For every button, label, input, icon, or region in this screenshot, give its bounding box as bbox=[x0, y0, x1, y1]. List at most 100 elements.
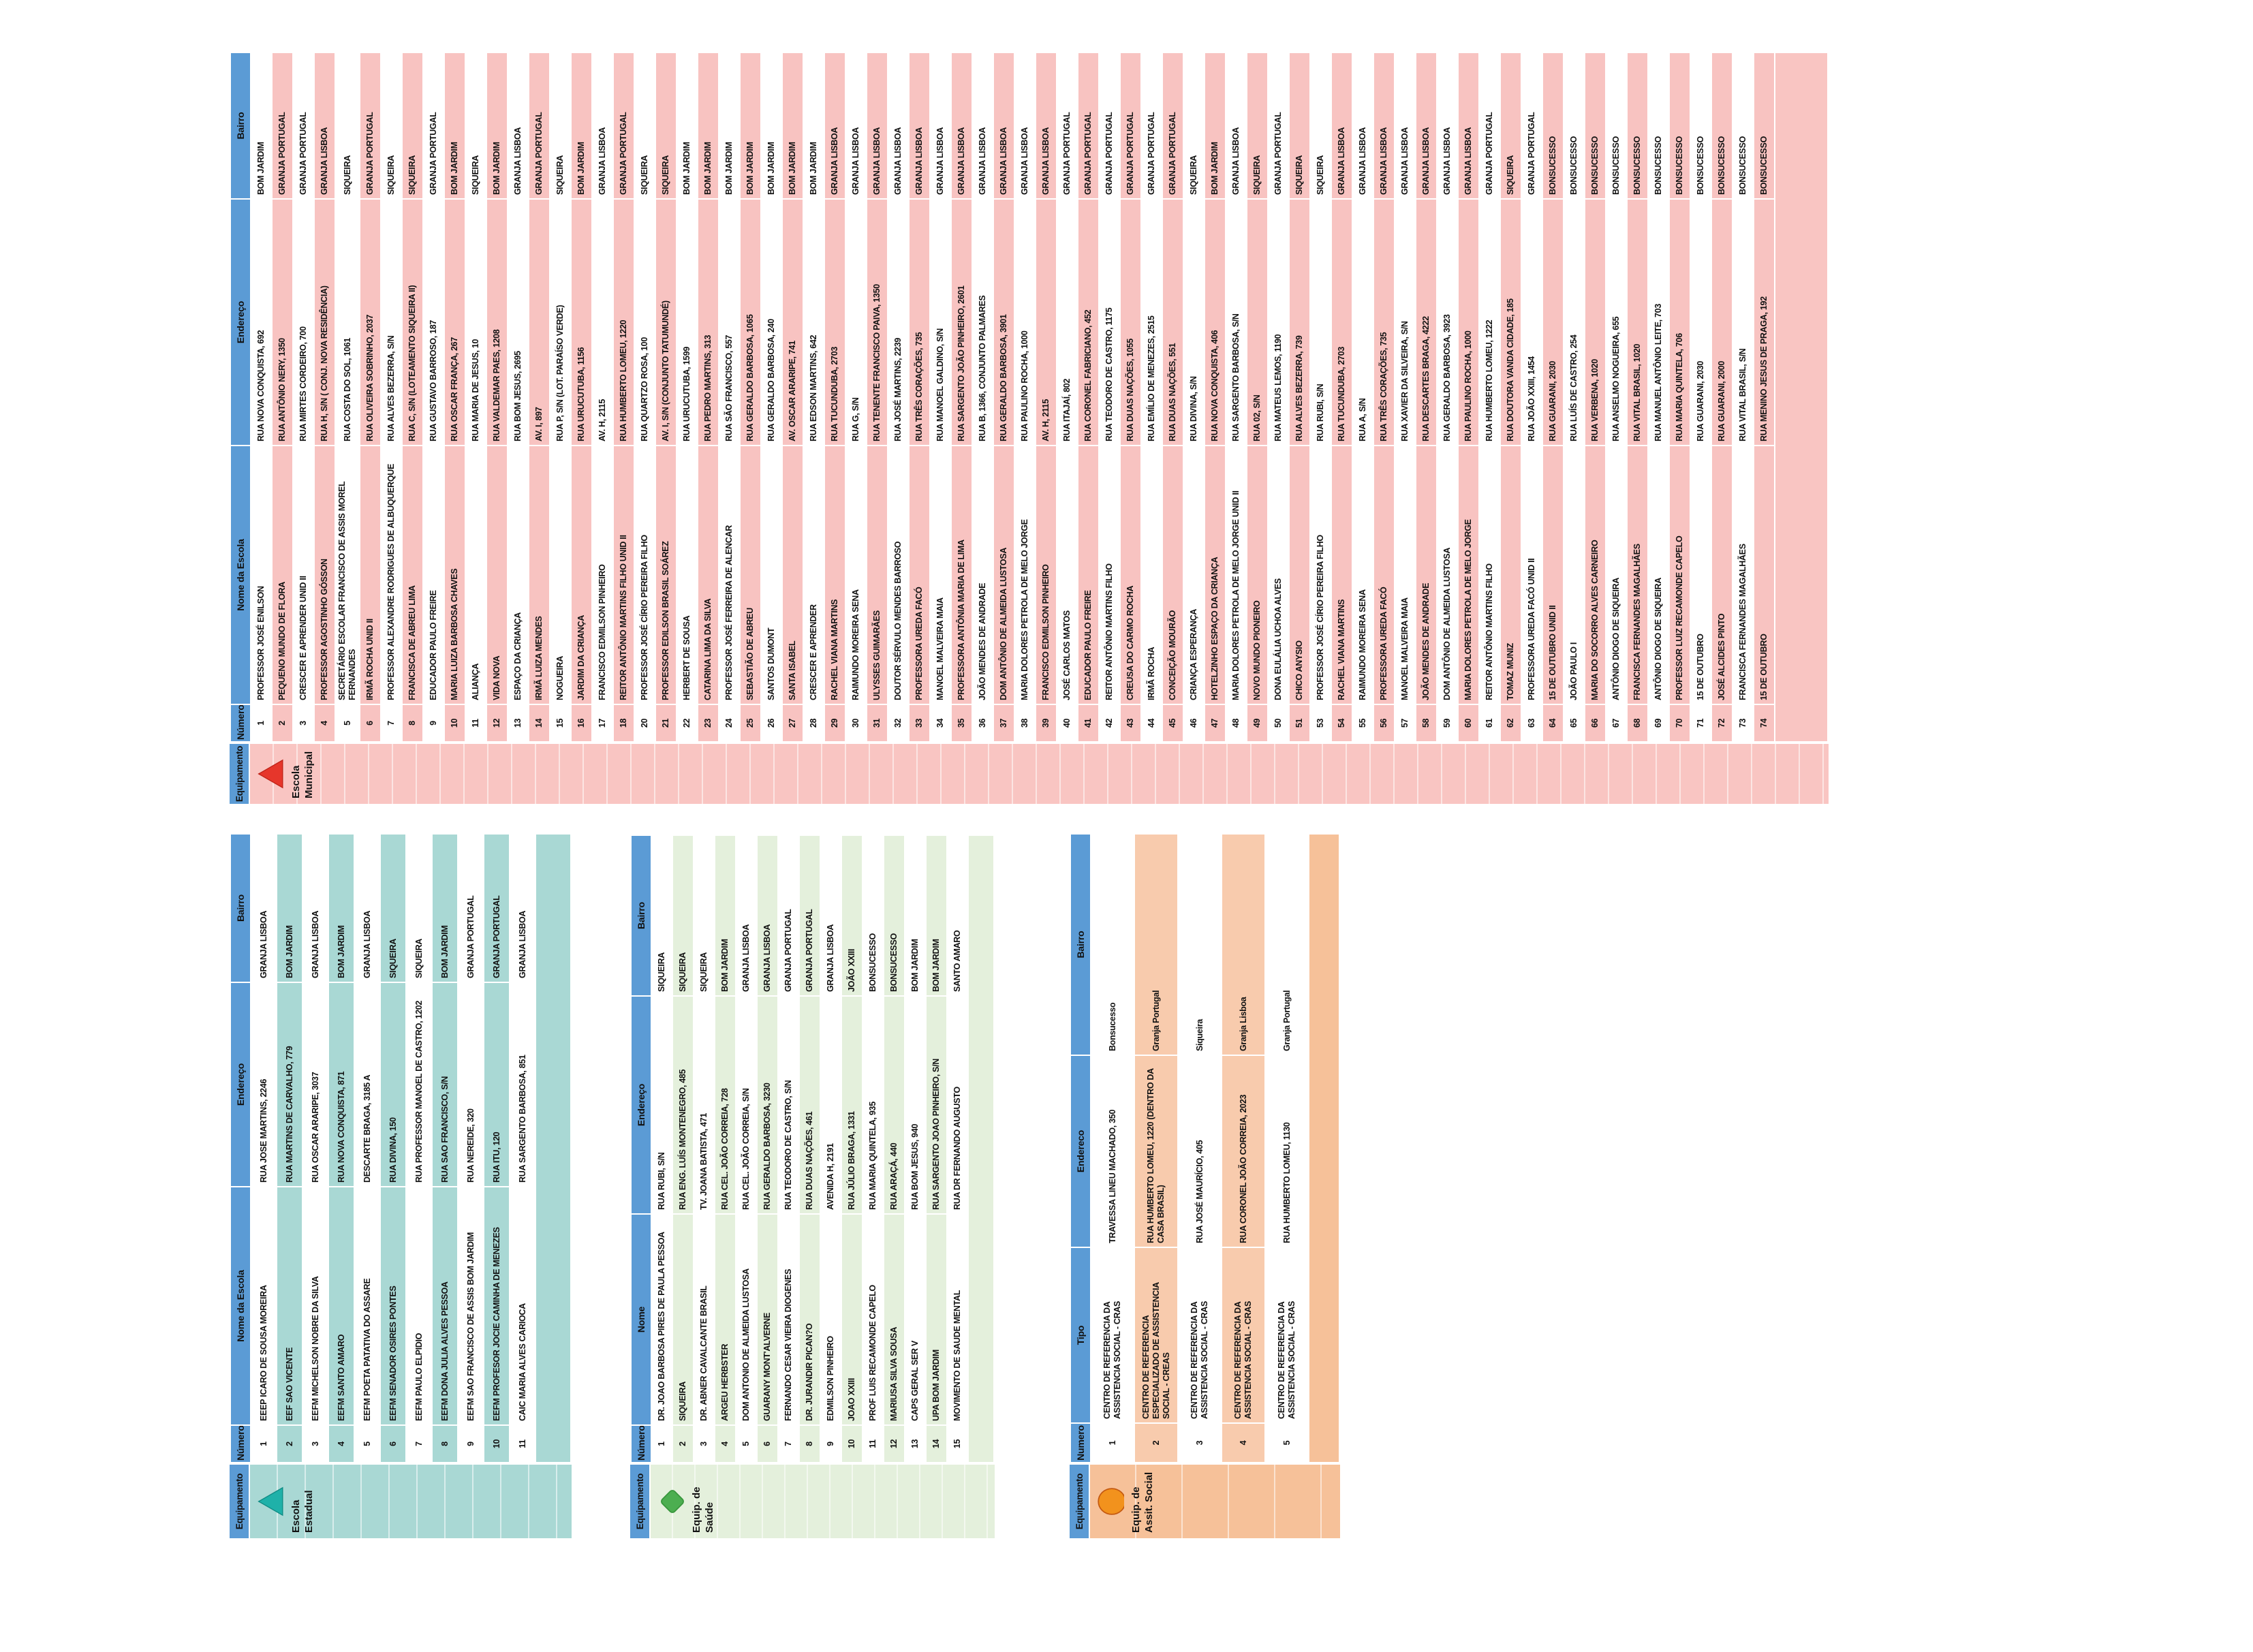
table-row: 68 FRANCISCA FERNANDES MAGALHÃES RUA VITAL… bbox=[1627, 52, 1648, 742]
cell-number: 6 bbox=[360, 704, 381, 742]
cell-number: 8 bbox=[402, 704, 423, 742]
table-row: 70 PROFESSOR LUIZ RECAMONDE CAPELO RUA MAR… bbox=[1669, 52, 1690, 742]
column-header-equipamento: Equipamento bbox=[230, 743, 250, 804]
data-table: Número Nome Endereço Bairro 1 DR. JOAO BARBOS… bbox=[630, 835, 995, 1463]
cell-address: RUA MIRTES CORDEIRO, 700 bbox=[293, 199, 314, 446]
cell-name: ANTÔNIO DIOGO DE SIQUEIRA bbox=[1606, 446, 1627, 704]
cell-address: RUA JOSÉ MAURÍCIO, 405 bbox=[1178, 1055, 1222, 1247]
cell-address: RUA B, 1366, CONJUNTO PALMARES bbox=[972, 199, 993, 446]
table-row: 44 IRMÃ ROCHA RUA EMÍLIO DE MENEZES, 2515 G… bbox=[1141, 52, 1162, 742]
cell-number: 3 bbox=[293, 704, 314, 742]
cell-name: CENTRO DE REFERENCIA DA ASSISTENCIA SOCI… bbox=[1091, 1247, 1134, 1423]
equipment-band: Escola Municipal bbox=[250, 743, 1829, 804]
header-row: Número Nome da Escola Endereço Bairro bbox=[230, 52, 251, 742]
cell-district: Granja Portugal bbox=[1134, 834, 1178, 1055]
health-facilities-table: Equipamento Equip. de Saúde Número Nome Ende… bbox=[630, 835, 1333, 1538]
cell-district: GRANJA LISBOA bbox=[909, 52, 930, 199]
table-row: 54 RACHEL VIANA MARTINS RUA TUCUNDUBA, 270… bbox=[1331, 52, 1352, 742]
cell-address: RUA NEREIDE, 320 bbox=[458, 982, 484, 1187]
cell-address: RUA GUARANI, 2030 bbox=[1542, 199, 1564, 446]
equipment-band: Equip. de Saúde bbox=[651, 1463, 995, 1538]
cell-number: 35 bbox=[951, 704, 972, 742]
cell-number: 15 bbox=[550, 704, 571, 742]
cell-district: GRANJA LISBOA bbox=[1226, 52, 1247, 199]
cell-address: RUA BOM JESUS, 940 bbox=[905, 996, 926, 1214]
cell-number: 14 bbox=[926, 1425, 947, 1463]
table-row: 5 EEFM POETA PATATIVA DO ASSARE DESCARTE B… bbox=[354, 834, 380, 1463]
table-row: 69 ANTÔNIO DIOGO DE SIQUEIRA RUA MANUEL AN… bbox=[1648, 52, 1669, 742]
cell-name: MARIA DOLORES PETROLA DE MELO JORGE UNID… bbox=[1226, 446, 1247, 704]
cell-address: TRAVESSA LINEU MACHADO, 350 bbox=[1091, 1055, 1134, 1247]
table-row: 16 JARDIM DA CRIANÇA RUA URUCUTUBA, 1156 BO… bbox=[571, 52, 592, 742]
table-row: 49 NOVO MUNDO PIONEIRO RUA 02, S/N SIQUEIRA bbox=[1247, 52, 1268, 742]
cell-district: GRANJA LISBOA bbox=[1458, 52, 1479, 199]
cell-number: 49 bbox=[1247, 704, 1268, 742]
cell-number: 59 bbox=[1437, 704, 1458, 742]
cell-number: 31 bbox=[867, 704, 888, 742]
cell-name: ESPAÇO DA CRIANÇA bbox=[508, 446, 529, 704]
cell-district: SIQUEIRA bbox=[634, 52, 655, 199]
table-row: 3 EEFM MICHELSON NOBRE DA SILVA RUA OSCAR … bbox=[302, 834, 328, 1463]
cell-district: GRANJA LISBOA bbox=[930, 52, 951, 199]
cell-district: SIQUEIRA bbox=[1289, 52, 1310, 199]
cell-number: 9 bbox=[458, 1425, 484, 1463]
cell-number: 66 bbox=[1585, 704, 1606, 742]
cell-address: AV. H, 2115 bbox=[1036, 199, 1057, 446]
cell-district: BONSUCESSO bbox=[1754, 52, 1775, 199]
cell-number: 10 bbox=[444, 704, 465, 742]
cell-name: CONCEIÇÃO MOURÃO bbox=[1162, 446, 1183, 704]
table-row: 34 MANOEL MALVEIRA MAIA RUA MANOEL GALDINO… bbox=[930, 52, 951, 742]
column-header: Número bbox=[230, 704, 251, 742]
cell-number: 25 bbox=[740, 704, 761, 742]
cell-number: 10 bbox=[841, 1425, 863, 1463]
cell-number: 70 bbox=[1669, 704, 1690, 742]
cell-district: GRANJA PORTUGAL bbox=[423, 52, 444, 199]
cell-name: ALIANÇA bbox=[465, 446, 486, 704]
cell-district: BONSUCESSO bbox=[1711, 52, 1733, 199]
cell-address: RUA NOVA CONQUISTA, 406 bbox=[1205, 199, 1226, 446]
table-row: 9 EEFM SAO FRANCISCO DE ASSIS BOM JARDIM R… bbox=[458, 834, 484, 1463]
cell-name: 15 DE OUTUBRO bbox=[1754, 446, 1775, 704]
table-row: 32 DOUTOR SÉRVULO MENDES BARROSO RUA JOSÉ … bbox=[888, 52, 909, 742]
cell-district: GRANJA PORTUGAL bbox=[778, 835, 799, 996]
cell-name: CRIANÇA ESPERANÇA bbox=[1183, 446, 1205, 704]
cell-number: 3 bbox=[302, 1425, 328, 1463]
cell-name: EEFM DONA JULIA ALVES PESSOA bbox=[432, 1187, 458, 1425]
table-row: 63 PROFESSORA UREDA FACÓ UNID II RUA JOÃO … bbox=[1521, 52, 1542, 742]
cell-number: 11 bbox=[510, 1425, 535, 1463]
cell-name: MOVIMENTO DE SAUDE MENTAL bbox=[947, 1214, 968, 1425]
cell-address: RUA MARIA QUINTELA, 706 bbox=[1669, 199, 1690, 446]
table-row: 10 MARIA LUIZA BARBOSA CHAVES RUA OSCAR FR… bbox=[444, 52, 465, 742]
cell-name: REITOR ANTÔNIO MARTINS FILHO bbox=[1479, 446, 1500, 704]
cell-number: 26 bbox=[761, 704, 782, 742]
cell-number: 2 bbox=[1134, 1423, 1178, 1463]
table-row: 71 15 DE OUTUBRO RUA GUARANI, 2030 BONSUCES… bbox=[1690, 52, 1711, 742]
table-row: 39 FRANCISCO EDMILSON PINHEIRO AV. H, 2115… bbox=[1036, 52, 1057, 742]
cell-number: 64 bbox=[1542, 704, 1564, 742]
cell-name: HERBERT DE SOUSA bbox=[677, 446, 698, 704]
cell-name: SIQUEIRA bbox=[672, 1214, 694, 1425]
cell-district: SIQUEIRA bbox=[402, 52, 423, 199]
cell-name: PROFESSOR ALEXANDRE RODRIGUES DE ALBUQUE… bbox=[381, 446, 402, 704]
cell-number: 38 bbox=[1014, 704, 1036, 742]
table-row: 14 IRMÃ LUIZA MENDES AV. I, 897 GRANJA PORT… bbox=[529, 52, 550, 742]
column-header: Numero bbox=[1070, 1423, 1091, 1463]
cell-name: PEQUENO MUNDO DE FLORA bbox=[272, 446, 293, 704]
table-row: 26 SANTOS DUMONT RUA GERALDO BARBOSA, 240 B… bbox=[761, 52, 782, 742]
cell-address: RUA VALDEMAR PAES, 1208 bbox=[486, 199, 508, 446]
cell-name: SANTOS DUMONT bbox=[761, 446, 782, 704]
cell-district: BOM JARDIM bbox=[444, 52, 465, 199]
table-row: 4 CENTRO DE REFERENCIA DA ASSISTENCIA SOC… bbox=[1222, 834, 1265, 1463]
cell-number: 6 bbox=[757, 1425, 778, 1463]
health-table-content: Equipamento Equip. de Saúde Número Nome Ende… bbox=[630, 835, 995, 1538]
cell-district: SIQUEIRA bbox=[465, 52, 486, 199]
table-row: 13 ESPAÇO DA CRIANÇA RUA BOM JESUS, 2695 GR… bbox=[508, 52, 529, 742]
cell-address: RUA TEODORO DE CASTRO, 1175 bbox=[1099, 199, 1120, 446]
cell-address: RUA CORONEL JOÃO CORREIA, 2023 bbox=[1222, 1055, 1265, 1247]
cell-district: BOM JARDIM bbox=[328, 834, 354, 982]
table-row: 1 DR. JOAO BARBOSA PIRES DE PAULA PESSOA R… bbox=[651, 835, 672, 1463]
table-row: 3 DR. ABNER CAVALCANTE BRASIL TV. JOANA BA… bbox=[694, 835, 715, 1463]
cell-number: 12 bbox=[486, 704, 508, 742]
cell-address: RUA LUÍS DE CASTRO, 254 bbox=[1564, 199, 1585, 446]
cell-district: GRANJA PORTUGAL bbox=[613, 52, 634, 199]
